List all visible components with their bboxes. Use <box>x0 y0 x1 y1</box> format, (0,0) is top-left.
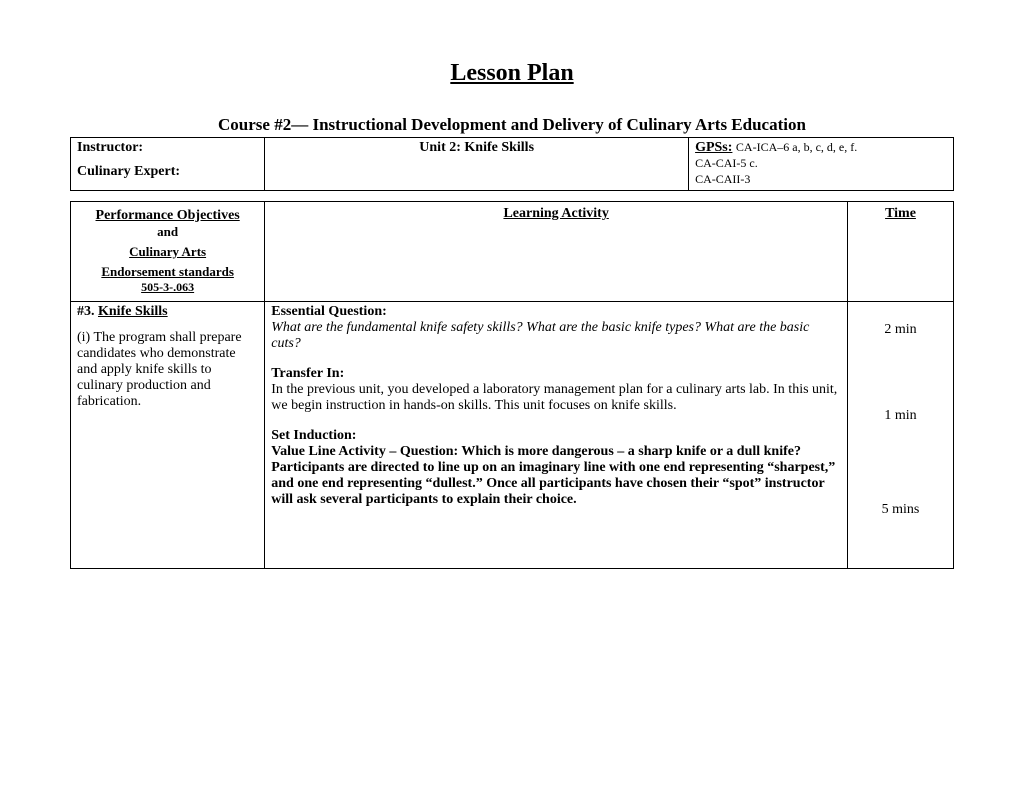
content-table: Performance Objectives and Culinary Arts… <box>70 201 954 569</box>
gpss-line2: CA-CAI-5 c. <box>695 156 758 170</box>
objectives-code: 505-3-.063 <box>77 280 258 295</box>
objectives-header-l2: and <box>77 224 258 240</box>
time-header: Time <box>848 202 954 302</box>
objectives-header-l4: Endorsement standards <box>77 260 258 280</box>
page-title: Lesson Plan <box>70 60 954 87</box>
expert-label: Culinary Expert: <box>77 164 258 180</box>
header-table: Instructor: Culinary Expert: Unit 2: Kni… <box>70 137 954 191</box>
gpss-line3: CA-CAII-3 <box>695 172 750 186</box>
objectives-header-l1: Performance Objectives <box>77 204 258 224</box>
activity-header: Learning Activity <box>265 202 848 302</box>
set-induction-label: Set Induction: <box>271 428 841 444</box>
gpss-label: GPSs: <box>695 140 732 155</box>
time-2: 1 min <box>854 408 947 424</box>
objective-title: Knife Skills <box>98 304 168 319</box>
instructor-label: Instructor: <box>77 140 258 156</box>
unit-title: Unit 2: Knife Skills <box>265 138 689 191</box>
set-induction-text: Value Line Activity – Question: Which is… <box>271 444 841 508</box>
time-3: 5 mins <box>854 502 947 518</box>
gpss-line1: CA-ICA–6 a, b, c, d, e, f. <box>736 140 857 154</box>
objective-number: #3. <box>77 304 95 319</box>
time-1: 2 min <box>854 322 947 338</box>
essential-question-text: What are the fundamental knife safety sk… <box>271 320 841 352</box>
transfer-in-text: In the previous unit, you developed a la… <box>271 382 841 414</box>
transfer-in-label: Transfer In: <box>271 366 841 382</box>
objectives-header-l3: Culinary Arts <box>77 240 258 260</box>
essential-question-label: Essential Question: <box>271 304 841 320</box>
objective-body: (i) The program shall prepare candidates… <box>77 330 258 410</box>
course-subtitle: Course #2— Instructional Development and… <box>70 115 954 135</box>
